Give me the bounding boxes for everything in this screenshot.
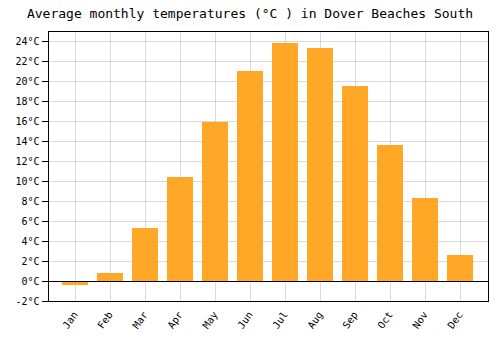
svg-text:Aug: Aug <box>305 309 324 330</box>
svg-text:Dec: Dec <box>445 309 464 330</box>
svg-text:6°C: 6°C <box>21 216 39 227</box>
svg-text:May: May <box>200 309 219 330</box>
svg-text:2°C: 2°C <box>21 256 39 267</box>
svg-text:16°C: 16°C <box>15 116 39 127</box>
svg-text:10°C: 10°C <box>15 176 39 187</box>
svg-text:Jun: Jun <box>235 309 254 330</box>
svg-text:Feb: Feb <box>95 309 114 330</box>
svg-text:4°C: 4°C <box>21 236 39 247</box>
svg-text:Apr: Apr <box>165 309 184 330</box>
svg-text:Nov: Nov <box>410 309 429 330</box>
svg-text:Jul: Jul <box>270 309 289 330</box>
svg-text:0°C: 0°C <box>21 276 39 287</box>
svg-text:Oct: Oct <box>375 309 394 330</box>
svg-text:14°C: 14°C <box>15 136 39 147</box>
svg-text:Sep: Sep <box>340 309 359 330</box>
svg-text:20°C: 20°C <box>15 76 39 87</box>
html-text:Average monthly temperatures (: Average monthly temperatures (°C ) in Do… <box>26 6 474 21</box>
svg-text:-2°C: -2°C <box>15 296 39 307</box>
svg-text:22°C: 22°C <box>15 56 39 67</box>
svg-text:Jan: Jan <box>60 309 79 330</box>
svg-text:12°C: 12°C <box>15 156 39 167</box>
svg-text:24°C: 24°C <box>15 36 39 47</box>
svg-text:18°C: 18°C <box>15 96 39 107</box>
svg-text:Mar: Mar <box>130 309 149 330</box>
svg-text:8°C: 8°C <box>21 196 39 207</box>
